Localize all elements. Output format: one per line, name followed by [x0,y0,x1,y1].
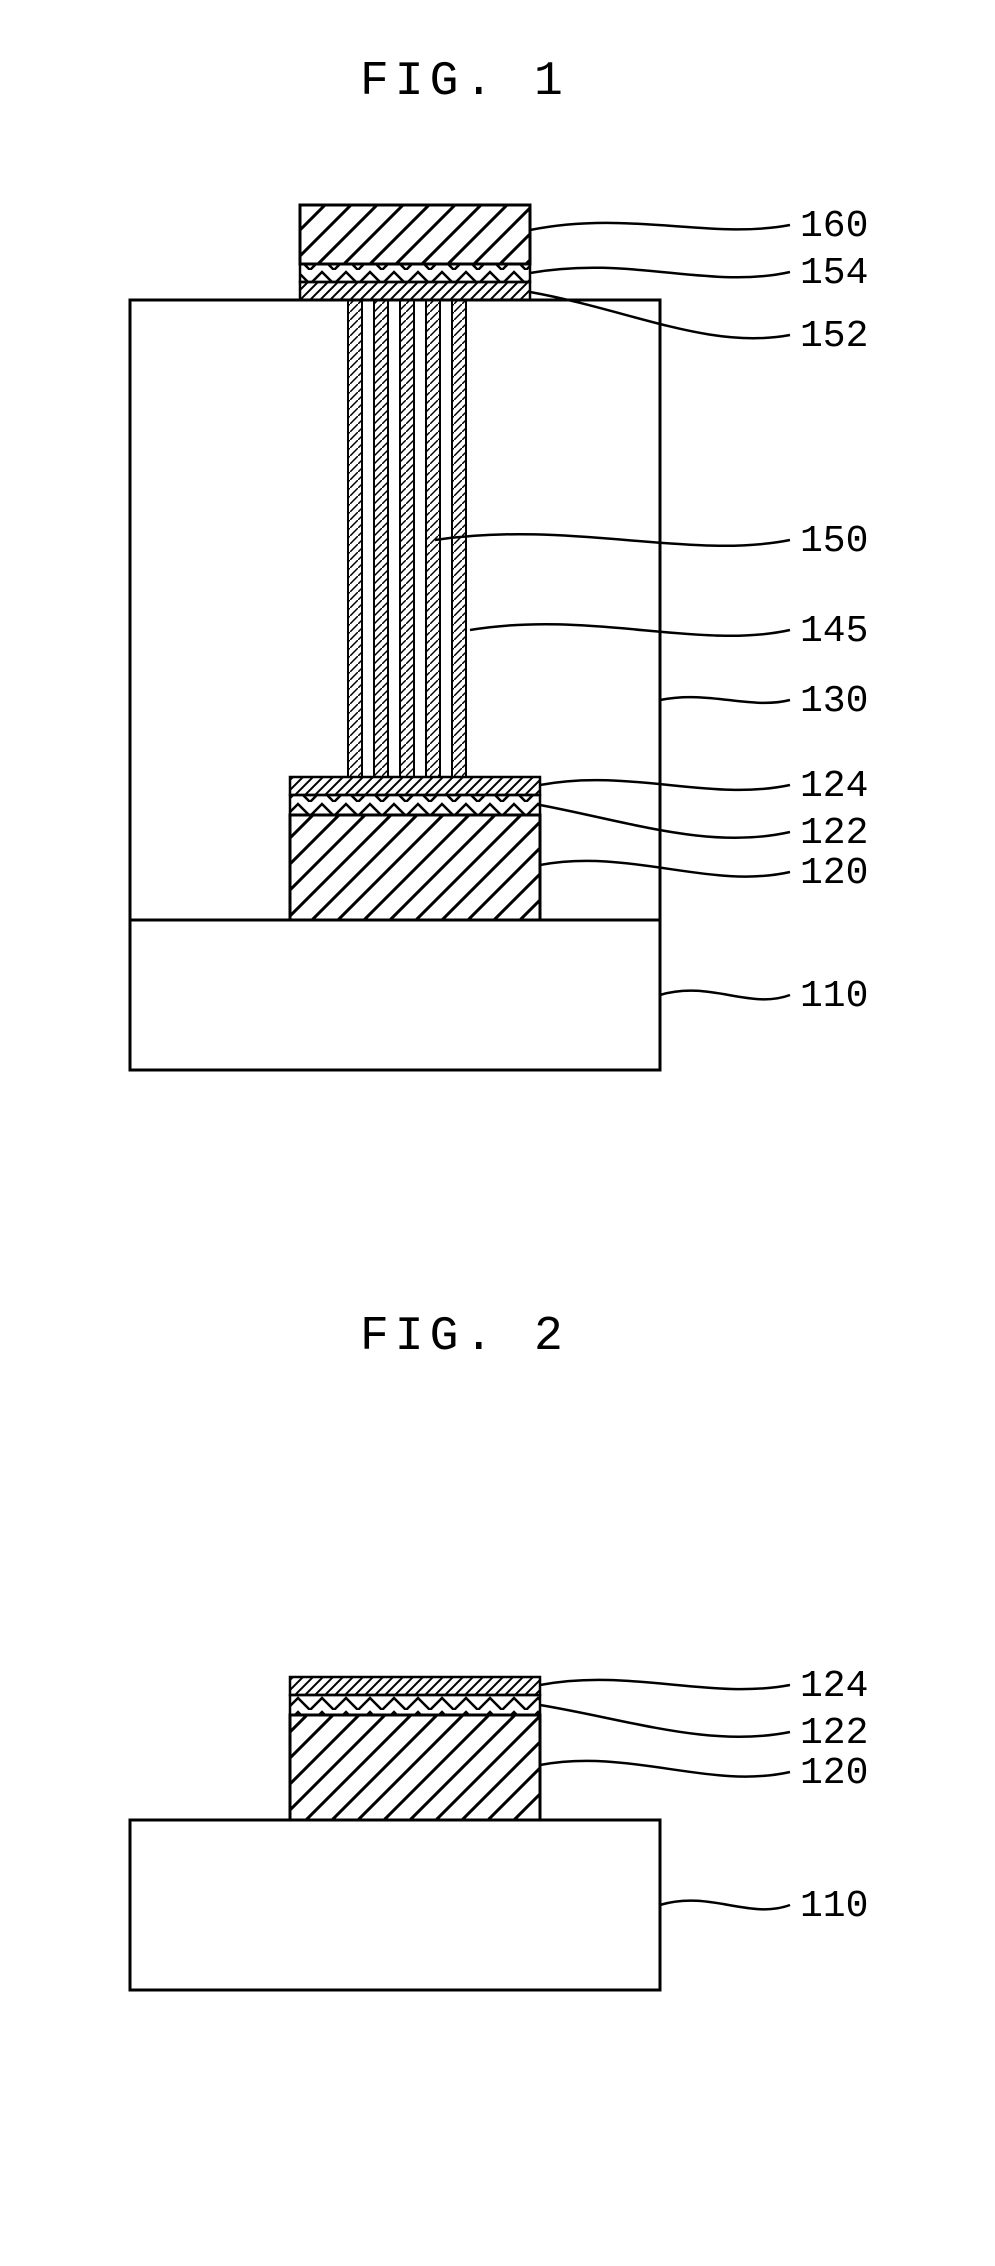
label-122: 122 [800,812,868,855]
fig2-label-124: 124 [800,1665,868,1708]
fig1-svg [70,200,920,1100]
layer-154 [300,264,530,282]
label-110: 110 [800,975,868,1018]
label-150: 150 [800,520,868,563]
fig2-label-120: 120 [800,1752,868,1795]
layer-152 [300,282,530,300]
layer-122 [290,795,540,815]
fig2-layer-122 [290,1695,540,1715]
label-124: 124 [800,765,868,808]
layer-160 [300,205,530,264]
fig2-svg [70,1640,920,2070]
label-154: 154 [800,252,868,295]
label-145: 145 [800,610,868,653]
fig2-layer-124 [290,1677,540,1695]
layer-110 [130,920,660,1070]
fig2-title: FIG. 2 [360,1310,569,1364]
page: FIG. 1 [0,0,995,2266]
fig2-layer-120 [290,1715,540,1820]
layer-120 [290,815,540,920]
label-152: 152 [800,315,868,358]
label-130: 130 [800,680,868,723]
fig1-title: FIG. 1 [360,55,569,109]
fig2-label-110: 110 [800,1885,868,1928]
label-160: 160 [800,205,868,248]
label-120: 120 [800,852,868,895]
fig2-label-122: 122 [800,1712,868,1755]
fig2-layer-110 [130,1820,660,1990]
layer-124 [290,777,540,795]
